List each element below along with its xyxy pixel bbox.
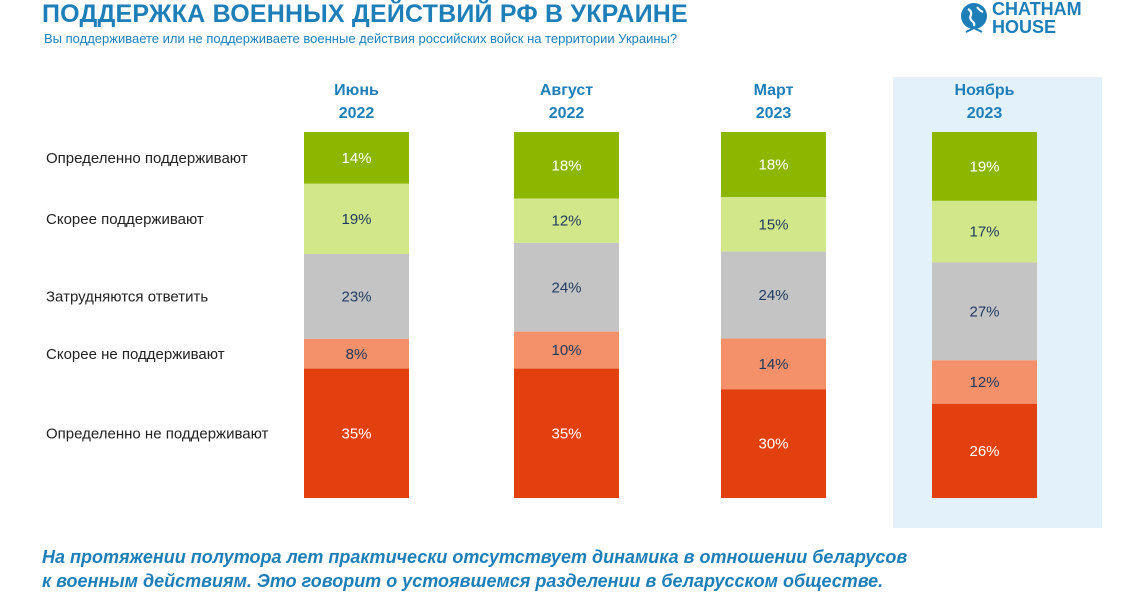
brand-logo-line1: CHATHAM — [992, 0, 1082, 19]
data-label: 24% — [551, 279, 581, 296]
data-label: 14% — [758, 356, 788, 373]
bar-segment — [721, 251, 826, 339]
bar-segment — [932, 403, 1037, 498]
conclusion-line-1: На протяжении полутора лет практически о… — [42, 547, 908, 567]
category-label: 2022 — [339, 105, 375, 122]
bar-segment — [932, 200, 1037, 263]
data-label: 27% — [969, 303, 999, 320]
bar-segment — [514, 242, 619, 332]
conclusion-line-2: к военным действиям. Это говорит о устоя… — [42, 571, 884, 591]
category-label: Август — [540, 82, 593, 99]
bar-segment — [932, 132, 1037, 201]
data-label: 23% — [341, 289, 371, 306]
data-label: 26% — [969, 443, 999, 460]
legend-label: Скорее поддерживают — [46, 211, 204, 228]
bar-segment — [932, 360, 1037, 404]
data-label: 19% — [969, 158, 999, 175]
bar-segment — [514, 368, 619, 498]
bar-segment — [721, 338, 826, 390]
brand-logo: CHATHAM HOUSE — [992, 0, 1082, 36]
category-label: Ноябрь — [955, 82, 1015, 99]
data-label: 15% — [758, 216, 788, 233]
bar-segment — [514, 198, 619, 243]
bar-segment — [304, 368, 409, 498]
category-label: 2023 — [756, 105, 792, 122]
data-label: 18% — [551, 157, 581, 174]
bar-segment — [304, 339, 409, 369]
bar-segment — [514, 331, 619, 369]
data-label: 18% — [758, 157, 788, 174]
bar-segment — [721, 389, 826, 498]
category-label: 2023 — [967, 105, 1003, 122]
category-label: Июнь — [334, 82, 379, 99]
page-subtitle: Вы поддерживаете или не поддерживаете во… — [44, 31, 678, 46]
data-label: 35% — [341, 425, 371, 442]
bar-segment — [304, 254, 409, 340]
bar-segment — [721, 132, 826, 198]
bar-segment — [932, 262, 1037, 361]
bar-segment — [304, 183, 409, 254]
data-label: 30% — [758, 436, 788, 453]
data-label: 24% — [758, 287, 788, 304]
data-label: 17% — [969, 224, 999, 241]
data-label: 19% — [341, 211, 371, 228]
data-label: 12% — [969, 374, 999, 391]
page-title: ПОДДЕРЖКА ВОЕННЫХ ДЕЙСТВИЙ РФ В УКРАИНЕ — [42, 0, 688, 28]
bar-segment — [721, 197, 826, 252]
data-label: 12% — [551, 213, 581, 230]
bar-segment — [304, 132, 409, 184]
legend-label: Скорее не поддерживают — [46, 346, 225, 363]
brand-logo-line2: HOUSE — [992, 17, 1057, 37]
data-label: 10% — [551, 342, 581, 359]
stacked-bar-chart: Июнь 2022 Август 2022 Март 2023 Ноябрь 2023 14% 1… — [46, 82, 1037, 498]
globe-icon — [961, 3, 987, 33]
legend-label: Определенно поддерживают — [46, 150, 248, 167]
data-label: 8% — [346, 346, 368, 363]
category-label: Март — [754, 82, 794, 99]
legend-label: Затрудняются ответить — [46, 289, 208, 306]
bar-segment — [514, 132, 619, 199]
category-label: 2022 — [549, 105, 585, 122]
data-label: 14% — [341, 150, 371, 167]
data-label: 35% — [551, 425, 581, 442]
legend-label: Определенно не поддерживают — [46, 425, 269, 442]
conclusion-text: На протяжении полутора лет практически о… — [42, 545, 907, 593]
